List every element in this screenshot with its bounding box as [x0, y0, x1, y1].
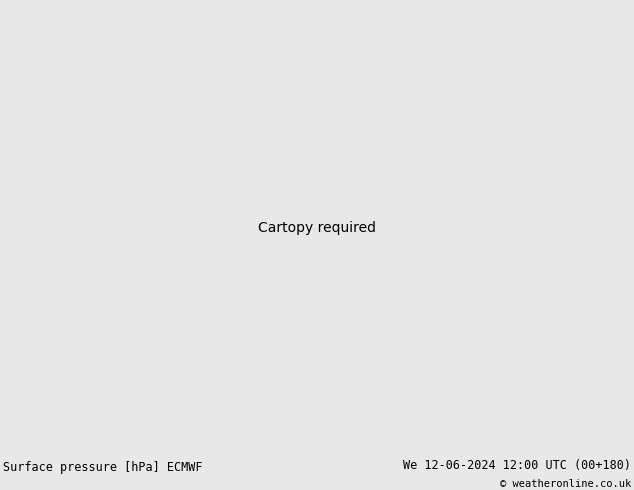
Text: Cartopy required: Cartopy required — [258, 221, 376, 235]
Text: We 12-06-2024 12:00 UTC (00+180): We 12-06-2024 12:00 UTC (00+180) — [403, 459, 631, 472]
Text: © weatheronline.co.uk: © weatheronline.co.uk — [500, 479, 631, 489]
Text: Surface pressure [hPa] ECMWF: Surface pressure [hPa] ECMWF — [3, 461, 203, 474]
